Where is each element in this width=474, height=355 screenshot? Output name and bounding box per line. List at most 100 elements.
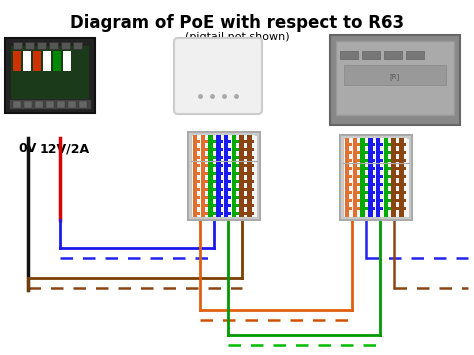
Bar [404,191,407,194]
Bar [357,143,360,146]
Bar [396,175,399,178]
Bar [213,196,216,199]
Bar [381,191,383,194]
Bar [373,183,375,186]
Bar [343,138,409,217]
Bar [349,175,352,178]
Bar [368,138,373,217]
Bar [373,167,375,170]
Bar [221,196,223,199]
Bar [221,180,223,183]
Bar [244,164,246,167]
Bar [244,188,246,191]
Bar [381,183,383,186]
Bar [396,207,399,210]
Bar [213,212,216,215]
Bar [362,51,380,59]
Bar [373,143,375,146]
Bar [205,212,208,215]
Bar [381,151,383,154]
Bar [205,196,208,199]
Bar [61,42,70,49]
Text: [R]: [R] [390,73,400,80]
Bar [213,156,216,159]
Bar [252,140,255,143]
Bar [73,42,82,49]
Bar [228,172,231,175]
Bar [13,42,22,49]
Bar [205,135,209,217]
Bar [24,101,32,108]
Bar [345,138,349,217]
Bar [25,42,34,49]
Bar [239,135,244,217]
Bar [221,188,223,191]
Bar [198,204,200,207]
Bar [396,159,399,162]
Bar [349,167,352,170]
Bar [396,151,399,154]
Bar [198,188,200,191]
Bar [221,164,223,167]
Bar [404,143,407,146]
Bar [388,167,391,170]
Bar [252,188,255,191]
Bar [198,212,200,215]
Bar [228,164,231,167]
Bar [188,132,260,220]
Bar [221,172,223,175]
Bar [213,180,216,183]
Bar [349,151,352,154]
Bar [236,188,239,191]
Bar [392,138,396,217]
Bar [221,140,223,143]
Bar [340,135,412,220]
Bar [244,204,246,207]
Bar [388,207,391,210]
Bar [357,191,360,194]
Bar [205,140,208,143]
Bar [252,135,255,217]
Bar [205,148,208,151]
Bar [244,156,246,159]
Bar [384,51,402,59]
Bar [388,183,391,186]
Bar [373,175,375,178]
Bar [228,148,231,151]
Bar [205,180,208,183]
Bar [191,135,257,217]
Bar [353,138,357,217]
Bar [384,138,388,217]
Bar [365,167,368,170]
Bar [365,138,368,217]
Bar [205,188,208,191]
Bar [365,183,368,186]
Text: 0V: 0V [19,142,37,155]
Bar [349,207,352,210]
Bar [380,138,384,217]
Bar [365,199,368,202]
Bar [228,135,232,217]
Bar [11,46,89,103]
Bar [252,196,255,199]
Bar [205,156,208,159]
Bar [373,191,375,194]
Bar [228,196,231,199]
Bar [365,143,368,146]
Bar [396,199,399,202]
Bar [236,135,239,217]
Bar [381,207,383,210]
Bar [228,188,231,191]
Bar [404,199,407,202]
Bar [205,164,208,167]
Bar [221,148,223,151]
Bar [236,156,239,159]
Bar [252,180,255,183]
Bar [357,207,360,210]
Bar [198,180,200,183]
Bar [221,204,223,207]
Bar [388,191,391,194]
Bar [388,143,391,146]
Text: (pigtail not shown): (pigtail not shown) [185,32,289,42]
Bar [213,188,216,191]
